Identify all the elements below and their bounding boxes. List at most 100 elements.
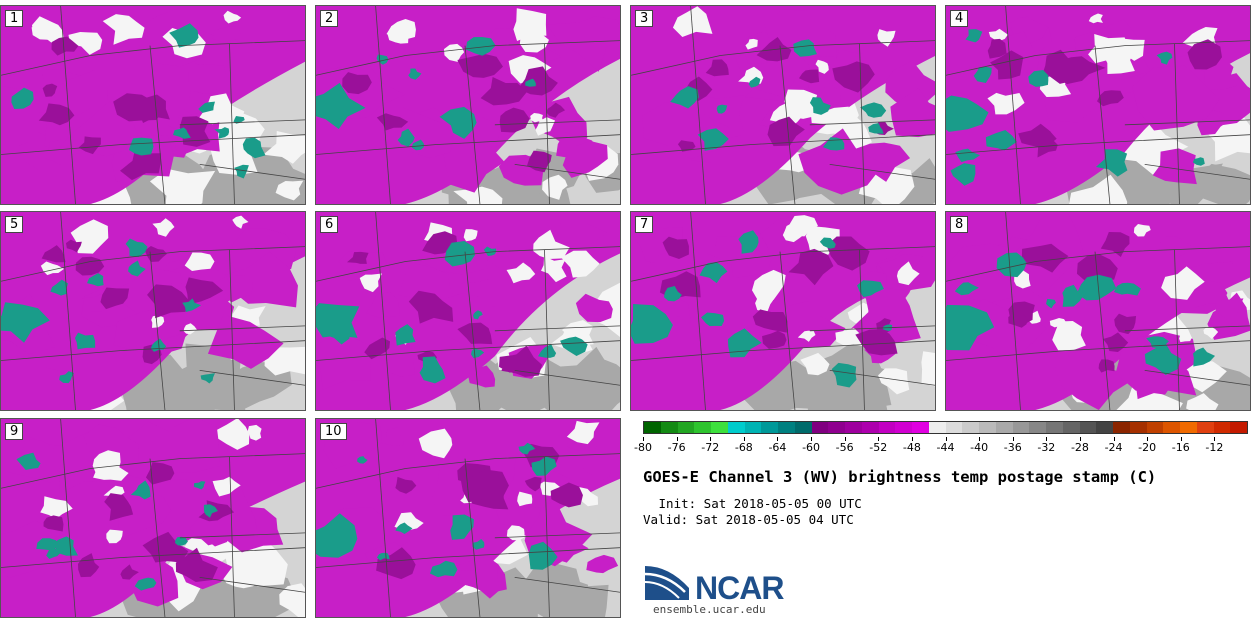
- dry-hole: [223, 10, 242, 24]
- moist-core: [1098, 359, 1115, 373]
- dry-region-light: [800, 352, 830, 376]
- dry-hole: [786, 215, 818, 237]
- colorbar-tick-mark: [844, 437, 846, 441]
- cold-cloud: [419, 356, 446, 384]
- moist-core: [78, 136, 101, 155]
- dry-hole: [815, 59, 829, 74]
- moist-core: [826, 236, 870, 271]
- moist-region: [443, 141, 505, 193]
- cold-cloud: [395, 324, 416, 346]
- water-vapor-map: [1, 419, 305, 617]
- cold-cloud: [701, 312, 725, 327]
- cold-cloud: [1062, 284, 1084, 307]
- moist-region: [562, 140, 608, 178]
- cold-cloud: [233, 115, 245, 124]
- colorbar-tick-mark: [1012, 437, 1014, 441]
- colorbar-tick-mark: [878, 437, 880, 441]
- cold-cloud: [472, 538, 485, 550]
- moist-core: [798, 69, 820, 84]
- moist-core: [51, 36, 79, 56]
- moist-core: [460, 469, 509, 503]
- cold-cloud: [483, 246, 497, 256]
- moist-core: [855, 329, 898, 356]
- political-border: [464, 45, 481, 204]
- moist-region: [798, 128, 884, 195]
- moist-region: [381, 342, 417, 377]
- cold-cloud: [528, 541, 558, 570]
- logo-url: ensemble.ucar.edu: [653, 603, 766, 616]
- panel-number: 9: [5, 423, 24, 440]
- colorbar-tick-label: -52: [869, 441, 888, 454]
- moist-core: [480, 76, 528, 106]
- colorbar-swatch: [644, 422, 661, 433]
- political-border: [1124, 119, 1250, 126]
- map-panel: 7: [630, 211, 936, 411]
- political-border: [1, 134, 305, 155]
- colorbar-tick-label: -68: [734, 441, 753, 454]
- colorbar-ticks: -80 -76 -72 -68 -64 -60 -56 -52 -48 -44 -40 -36 -32 -…: [634, 437, 1248, 457]
- dry-hole: [1179, 331, 1192, 343]
- valid-time: Valid: Sat 2018-05-05 04 UTC: [643, 512, 854, 527]
- political-border: [316, 547, 620, 568]
- dry-region-light: [275, 180, 304, 201]
- cold-cloud: [525, 78, 536, 87]
- cold-cloud: [50, 279, 69, 296]
- dry-hole: [106, 529, 123, 544]
- moist-region: [575, 293, 613, 323]
- moist-region: [398, 262, 457, 305]
- cold-cloud: [429, 560, 458, 578]
- colorbar-tick-label: -20: [1138, 441, 1157, 454]
- water-vapor-map: [1, 6, 305, 204]
- water-vapor-map: [316, 212, 620, 410]
- cold-cloud: [946, 95, 989, 132]
- panel-number: 5: [5, 216, 24, 233]
- dry-region-light: [263, 131, 305, 164]
- dry-hole: [576, 486, 599, 507]
- political-border: [946, 246, 1250, 282]
- cold-cloud: [214, 127, 230, 139]
- cold-cloud: [670, 86, 699, 109]
- cold-cloud: [831, 362, 857, 388]
- colorbar-swatch: [778, 422, 795, 433]
- cold-cloud: [444, 241, 475, 267]
- political-border: [1, 547, 305, 568]
- map-panel: 5: [0, 211, 306, 411]
- political-border: [690, 6, 706, 204]
- moist-core: [65, 239, 82, 253]
- political-border: [1144, 370, 1250, 386]
- moist-core: [550, 482, 583, 508]
- cold-cloud: [531, 456, 557, 476]
- cold-cloud: [793, 39, 817, 57]
- moist-core: [1008, 301, 1035, 325]
- moist-region: [1204, 59, 1237, 90]
- moist-core: [395, 476, 417, 494]
- moist-region: [459, 561, 502, 599]
- panel-number: 4: [950, 10, 969, 27]
- dry-region-light: [1068, 174, 1128, 204]
- moist-region: [1156, 236, 1191, 259]
- colorbar-tick-label: -16: [1171, 441, 1190, 454]
- dry-hole: [40, 496, 73, 519]
- cold-cloud: [234, 164, 249, 179]
- moist-core: [346, 251, 369, 264]
- cold-cloud: [738, 230, 759, 254]
- panel-number: 6: [320, 216, 339, 233]
- political-border: [494, 532, 620, 539]
- moist-core: [408, 290, 454, 324]
- cold-cloud: [128, 137, 154, 156]
- colorbar-swatch: [1213, 422, 1231, 433]
- moist-core: [987, 38, 1007, 59]
- cold-cloud: [200, 373, 215, 384]
- moist-core: [546, 102, 566, 118]
- political-border: [60, 212, 76, 410]
- cold-cloud: [699, 262, 728, 284]
- map-panel: 2: [315, 5, 621, 205]
- dry-hole: [102, 14, 145, 45]
- cold-cloud: [860, 102, 887, 118]
- colorbar-swatch: [1163, 422, 1180, 433]
- cold-cloud: [465, 36, 496, 56]
- political-border: [946, 40, 1250, 76]
- map-panel: 8: [945, 211, 1251, 411]
- moist-region: [2, 64, 44, 99]
- panel-number: 7: [635, 216, 654, 233]
